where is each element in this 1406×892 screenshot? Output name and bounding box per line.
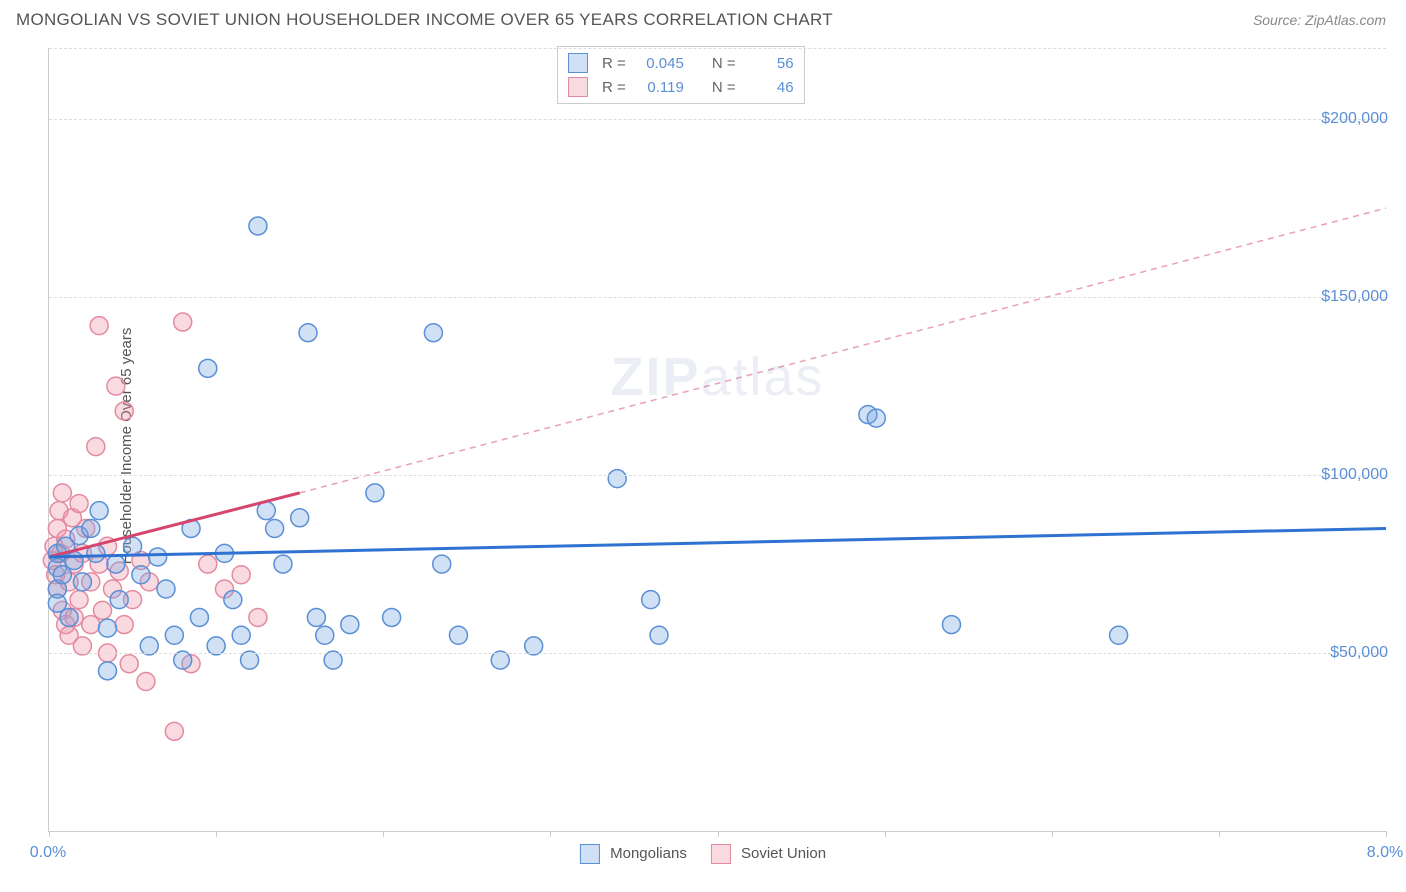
stat-value: 0.119 — [634, 79, 684, 96]
legend-label: Soviet Union — [741, 845, 826, 862]
chart-area: ZIPatlas R = 0.045 N = 56 R = 0.119 N = … — [48, 48, 1386, 832]
stat-label: R = — [602, 79, 626, 96]
legend-item: Mongolians — [580, 844, 687, 864]
y-tick-label: $50,000 — [1330, 644, 1388, 662]
stat-label: R = — [602, 55, 626, 72]
x-tick-label: 0.0% — [30, 844, 66, 862]
stats-row: R = 0.119 N = 46 — [568, 75, 794, 99]
y-tick-label: $200,000 — [1321, 110, 1388, 128]
stat-value: 46 — [744, 79, 794, 96]
stat-label: N = — [712, 79, 736, 96]
swatch-icon — [580, 844, 600, 864]
stat-label: N = — [712, 55, 736, 72]
swatch-icon — [568, 77, 588, 97]
legend-label: Mongolians — [610, 845, 687, 862]
swatch-icon — [711, 844, 731, 864]
scatter-plot-svg — [49, 48, 1386, 831]
y-tick-label: $100,000 — [1321, 466, 1388, 484]
bottom-legend: Mongolians Soviet Union — [580, 844, 826, 864]
title-bar: MONGOLIAN VS SOVIET UNION HOUSEHOLDER IN… — [0, 0, 1406, 36]
chart-title: MONGOLIAN VS SOVIET UNION HOUSEHOLDER IN… — [16, 10, 833, 30]
legend-item: Soviet Union — [711, 844, 826, 864]
stat-value: 0.045 — [634, 55, 684, 72]
swatch-icon — [568, 53, 588, 73]
x-tick-label: 8.0% — [1367, 844, 1403, 862]
source-attribution: Source: ZipAtlas.com — [1253, 12, 1386, 28]
stat-value: 56 — [744, 55, 794, 72]
stats-legend-box: R = 0.045 N = 56 R = 0.119 N = 46 — [557, 46, 805, 104]
y-tick-label: $150,000 — [1321, 288, 1388, 306]
stats-row: R = 0.045 N = 56 — [568, 51, 794, 75]
